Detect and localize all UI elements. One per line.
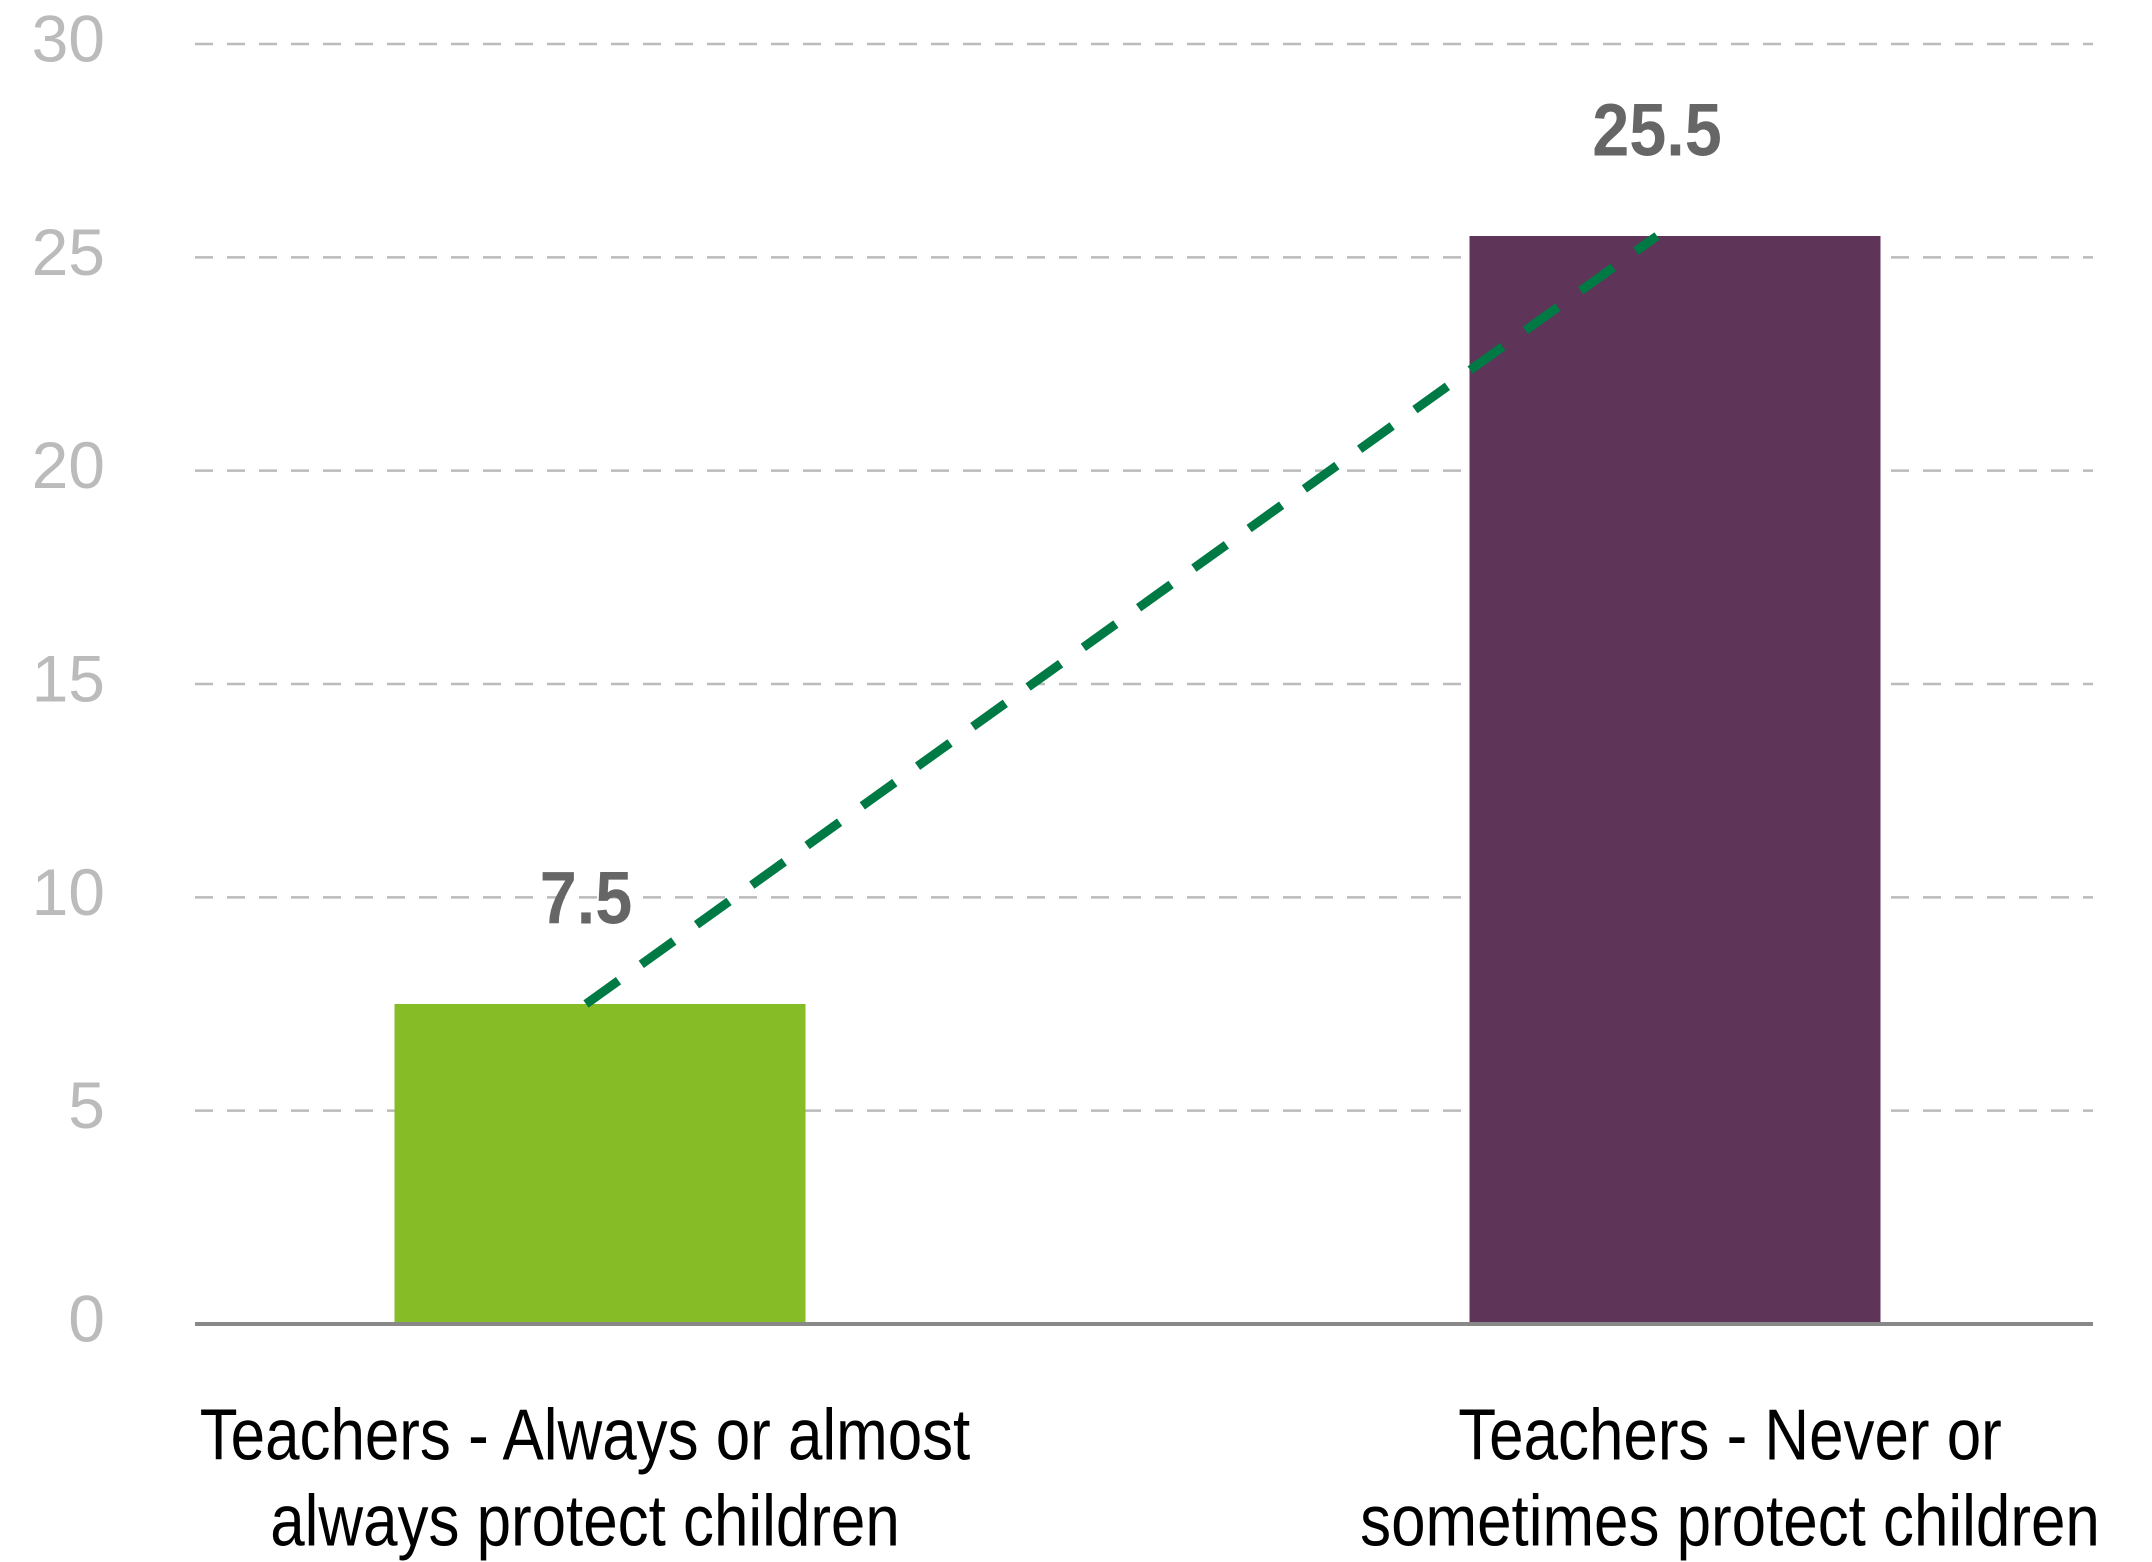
y-tick-label: 0 — [68, 1281, 105, 1355]
x-tick-label: Teachers - Never or sometimes protect chi… — [1360, 1395, 2100, 1561]
x-tick-label: Teachers - Always or almost always protec… — [200, 1395, 971, 1561]
bar — [394, 1004, 806, 1324]
connector-line — [583, 232, 1660, 1008]
y-tick-label: 25 — [32, 215, 105, 289]
y-tick-label: 5 — [68, 1068, 105, 1142]
value-label: 25.5 — [1592, 88, 1722, 171]
value-label: 7.5 — [540, 856, 633, 939]
y-tick-label: 15 — [32, 641, 105, 715]
y-tick-label: 20 — [32, 428, 105, 502]
y-tick-label: 30 — [32, 1, 105, 75]
y-tick-label: 10 — [32, 855, 105, 929]
bar — [1469, 236, 1881, 1324]
